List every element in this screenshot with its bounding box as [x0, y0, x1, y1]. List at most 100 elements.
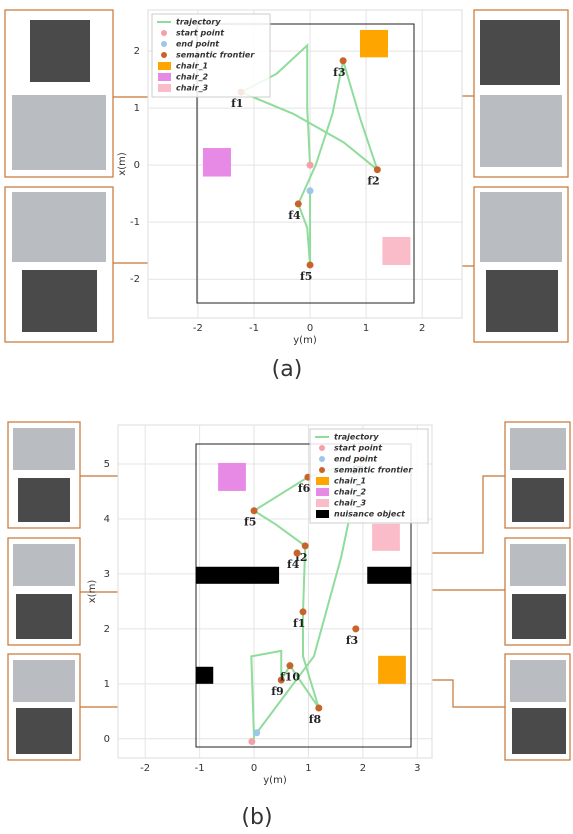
- point: [286, 662, 293, 669]
- legend-label: nuisance object: [334, 510, 406, 519]
- legend-swatch: [316, 499, 329, 507]
- x-tick-label: 2: [360, 763, 366, 774]
- legend-swatch: [158, 84, 171, 92]
- frontier-label: f3: [333, 66, 345, 79]
- x-tick-label: 3: [414, 763, 420, 774]
- x-tick-label: -1: [195, 763, 205, 774]
- legend-swatch: [316, 477, 329, 485]
- legend-label: chair_3: [176, 84, 209, 93]
- figure: -2-1012-2-1012y(m)x(m)f1f2f3f4f5trajecto…: [0, 0, 573, 834]
- inset-cloud: [22, 270, 97, 332]
- object-box: [218, 463, 246, 491]
- frontier-label: f1: [293, 617, 305, 630]
- inset-cloud: [16, 708, 72, 754]
- point: [251, 507, 258, 514]
- x-tick-label: -1: [249, 323, 259, 334]
- object-box: [196, 667, 213, 684]
- legend-label: chair_2: [334, 488, 367, 497]
- x-axis-label: y(m): [293, 335, 317, 346]
- inset-cloud: [18, 478, 70, 522]
- point: [300, 608, 307, 615]
- x-tick-label: -2: [193, 323, 203, 334]
- x-tick-label: 0: [307, 323, 313, 334]
- frontier-label: f1: [231, 97, 243, 110]
- y-tick-label: 1: [104, 679, 110, 690]
- legend-label: semantic frontier: [176, 51, 255, 60]
- legend-label: chair_1: [334, 477, 366, 486]
- inset-photo: [510, 544, 566, 586]
- frontier-label: f3: [346, 634, 358, 647]
- point: [352, 625, 359, 632]
- frontier-label: f4: [288, 209, 301, 222]
- y-tick-label: 0: [104, 734, 110, 745]
- inset-photo: [510, 428, 566, 470]
- y-axis-label: x(m): [87, 580, 98, 604]
- y-tick-label: -1: [130, 217, 140, 228]
- y-tick-label: 4: [104, 514, 110, 525]
- object-box: [360, 30, 388, 57]
- legend-label: trajectory: [176, 18, 221, 27]
- frontier-label: f6: [298, 482, 311, 495]
- legend-label: start point: [176, 29, 225, 38]
- y-tick-label: 0: [134, 160, 140, 171]
- x-tick-label: -2: [140, 763, 150, 774]
- point: [340, 57, 347, 64]
- object-box: [382, 237, 410, 265]
- legend-swatch: [161, 52, 167, 58]
- point: [307, 187, 314, 194]
- x-tick-label: 1: [305, 763, 311, 774]
- object-box: [372, 524, 400, 551]
- point: [307, 261, 314, 268]
- frontier-label: f9: [271, 685, 283, 698]
- object-box: [203, 148, 231, 177]
- y-tick-label: 2: [104, 624, 110, 635]
- inset-cloud: [480, 20, 560, 85]
- inset-cloud: [486, 270, 558, 332]
- inset-photo: [480, 95, 562, 167]
- object-box: [196, 567, 279, 584]
- inset-photo: [13, 544, 75, 586]
- frontier-label: f5: [300, 270, 312, 283]
- legend-swatch: [158, 62, 171, 70]
- legend-swatch: [319, 467, 325, 473]
- inset-photo: [510, 660, 566, 702]
- frontier-label: f8: [309, 713, 322, 726]
- legend-label: semantic frontier: [334, 466, 413, 475]
- legend-label: start point: [334, 444, 383, 453]
- legend-label: trajectory: [334, 433, 379, 442]
- x-axis-label: y(m): [263, 775, 287, 786]
- inset-photo: [13, 660, 75, 702]
- legend-swatch: [161, 30, 167, 36]
- inset-photo: [12, 192, 106, 262]
- legend-label: chair_3: [334, 499, 367, 508]
- legend-swatch: [161, 41, 167, 47]
- x-tick-label: 2: [419, 323, 425, 334]
- inset-photo: [12, 95, 106, 170]
- frontier-label: f4: [287, 558, 300, 571]
- legend-label: chair_2: [176, 73, 209, 82]
- inset-cloud: [512, 478, 564, 522]
- frontier-label: f5: [244, 516, 256, 529]
- inset-cloud: [16, 594, 72, 639]
- legend-swatch: [316, 510, 329, 518]
- point: [294, 550, 301, 557]
- legend-swatch: [158, 73, 171, 81]
- y-tick-label: 3: [104, 569, 110, 580]
- legend-label: chair_1: [176, 62, 208, 71]
- point: [248, 738, 255, 745]
- object-box: [367, 567, 411, 584]
- inset-cloud: [512, 594, 566, 639]
- caption: (a): [272, 357, 303, 382]
- point: [307, 162, 314, 169]
- x-tick-label: 1: [363, 323, 369, 334]
- y-tick-label: 1: [134, 103, 140, 114]
- y-axis-label: x(m): [117, 152, 128, 176]
- y-tick-label: -2: [130, 274, 140, 285]
- inset-photo: [13, 428, 75, 470]
- point: [295, 200, 302, 207]
- inset-photo: [480, 192, 562, 262]
- y-tick-label: 2: [134, 46, 140, 57]
- inset-cloud: [512, 708, 566, 754]
